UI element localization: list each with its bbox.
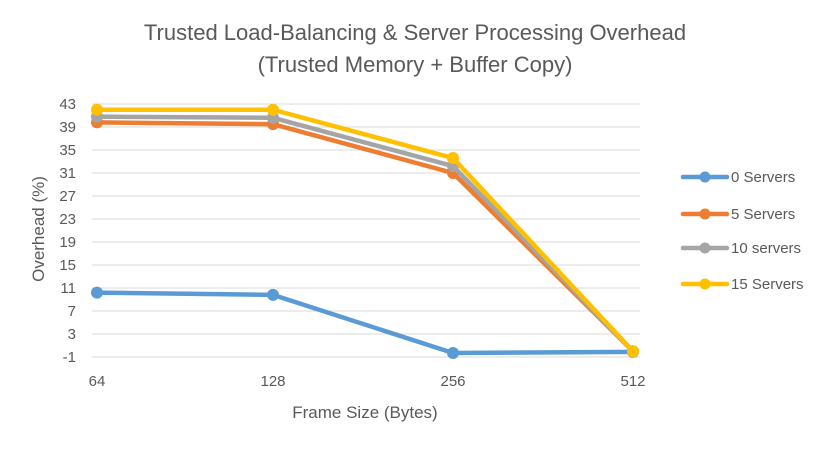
x-axis-title: Frame Size (Bytes) (292, 403, 437, 422)
data-point (267, 288, 279, 301)
gridlines (92, 103, 640, 358)
chart-title: Trusted Load-Balancing & Server Processi… (144, 20, 686, 45)
legend-swatch-marker (699, 278, 711, 290)
y-tick-label: -1 (63, 349, 76, 366)
legend-item: 5 Servers (680, 206, 795, 223)
data-point (91, 286, 103, 299)
x-tick-label: 512 (620, 373, 645, 390)
data-point (447, 346, 459, 359)
data-point (627, 345, 639, 358)
y-tick-label: 11 (60, 280, 76, 297)
y-tick-label: 27 (59, 188, 76, 205)
x-tick-label: 64 (89, 373, 106, 390)
y-tick-label: 39 (59, 119, 76, 136)
data-point (267, 103, 279, 116)
legend-label: 15 Servers (731, 276, 804, 293)
legend-label: 0 Servers (731, 169, 795, 186)
legend-item: 15 Servers (680, 276, 804, 293)
legend-item: 10 servers (680, 240, 801, 257)
plot-area (91, 103, 639, 359)
y-tick-label: 35 (59, 142, 76, 159)
y-tick-label: 31 (59, 165, 76, 182)
y-tick-label: 23 (59, 211, 76, 228)
series-line (94, 107, 636, 354)
y-tick-label: 15 (59, 257, 76, 274)
legend-item: 0 Servers (680, 169, 795, 186)
legend-label: 10 servers (731, 240, 801, 257)
series-0 (91, 286, 639, 359)
series-1 (91, 116, 639, 358)
series-line (94, 120, 636, 354)
x-tick-label: 256 (440, 373, 465, 390)
legend-swatch-marker (699, 208, 711, 220)
data-point (447, 152, 459, 165)
x-tick-label: 128 (260, 373, 285, 390)
y-tick-label: 43 (59, 96, 76, 113)
x-axis-ticks: 64 128 256 512 (89, 373, 646, 390)
data-point (91, 103, 103, 116)
legend: 0 Servers 5 Servers 10 servers 15 Servers (680, 169, 804, 293)
y-axis-ticks: -1 3 7 11 15 19 23 27 31 35 39 43 (59, 96, 76, 366)
legend-swatch-marker (699, 242, 711, 254)
y-tick-label: 7 (68, 303, 76, 320)
series-3 (91, 103, 639, 358)
y-tick-label: 19 (59, 234, 76, 251)
y-tick-label: 3 (68, 326, 76, 343)
legend-swatch-marker (699, 171, 711, 183)
series-line (94, 114, 636, 354)
y-axis-title: Overhead (%) (29, 176, 48, 282)
chart-subtitle: (Trusted Memory + Buffer Copy) (258, 52, 573, 77)
legend-label: 5 Servers (731, 206, 795, 223)
series-line (94, 290, 636, 356)
